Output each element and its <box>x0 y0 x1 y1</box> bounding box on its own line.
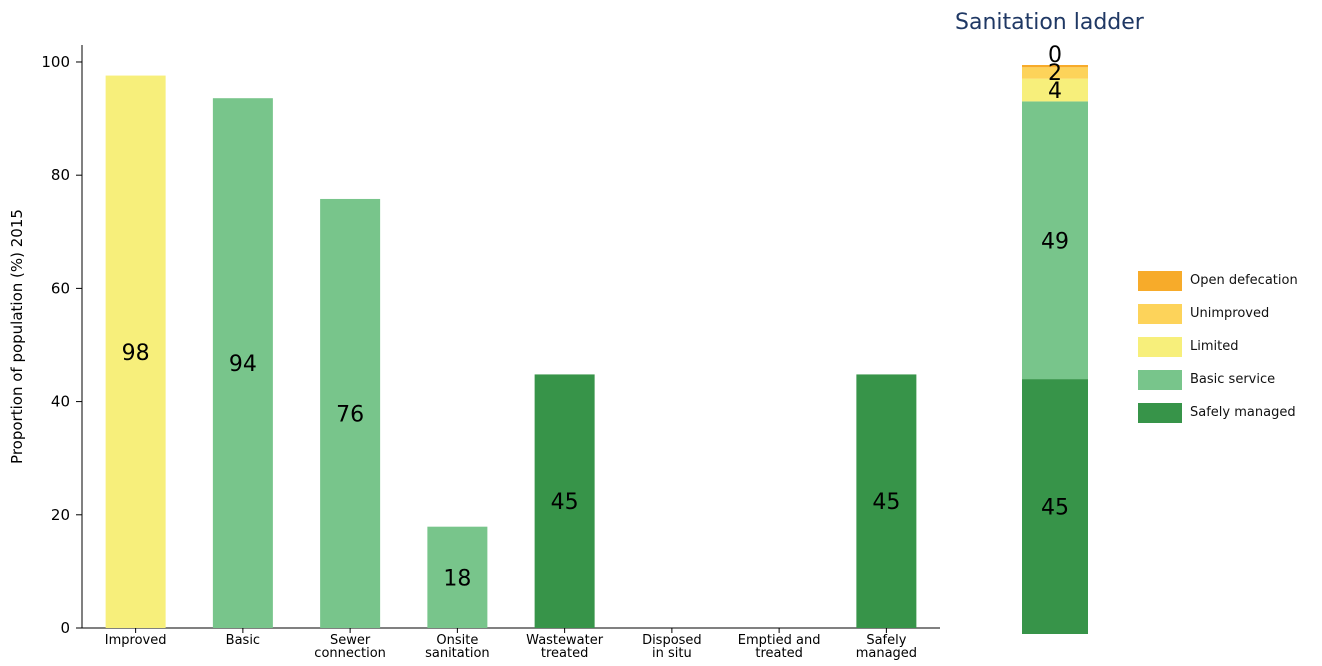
legend-item: Safely managed <box>1138 396 1298 429</box>
ladder-segment <box>1022 78 1088 102</box>
legend: Open defecation Unimproved Limited Basic… <box>1138 264 1298 429</box>
x-tick-label: Basic <box>226 633 260 648</box>
x-tick-label: sanitation <box>425 646 490 661</box>
x-tick-label: treated <box>755 646 802 661</box>
y-tick-label: 40 <box>51 393 70 411</box>
x-tick-label: Safely <box>866 633 906 648</box>
x-tick-label: Improved <box>105 633 167 648</box>
ladder-title: Sanitation ladder <box>955 10 1144 35</box>
x-tick-label: Emptied and <box>738 633 821 648</box>
legend-item: Limited <box>1138 330 1298 363</box>
bar <box>427 526 488 628</box>
bar-value-label: 98 <box>122 341 150 366</box>
bar <box>534 374 595 628</box>
legend-label: Unimproved <box>1190 306 1270 321</box>
ladder-value-label: 4 <box>1048 79 1062 104</box>
y-axis-title: Proportion of population (%) 2015 <box>8 209 26 464</box>
legend-label: Safely managed <box>1190 405 1296 420</box>
y-tick-label: 20 <box>51 506 70 524</box>
bar <box>212 98 273 629</box>
bar-value-label: 76 <box>336 402 364 427</box>
legend-label: Basic service <box>1190 372 1276 387</box>
bar-value-label: 45 <box>872 490 900 515</box>
y-tick-label: 0 <box>60 619 70 637</box>
x-tick-label: treated <box>541 646 588 661</box>
legend-swatch-open-defecation <box>1138 270 1182 291</box>
ladder-segment <box>1022 379 1088 634</box>
ladder-segment <box>1022 67 1088 79</box>
ladder-value-label: 49 <box>1041 229 1069 254</box>
ladder-value-label: 0 <box>1048 43 1062 68</box>
y-tick-label: 100 <box>41 53 70 71</box>
bar <box>856 374 917 628</box>
bar <box>320 198 381 628</box>
bar-value-label: 45 <box>551 490 579 515</box>
x-tick-label: Wastewater <box>526 633 604 648</box>
legend-label: Limited <box>1190 339 1239 354</box>
y-tick-label: 60 <box>51 279 70 297</box>
x-tick-label: managed <box>856 646 917 661</box>
y-tick-label: 80 <box>51 166 70 184</box>
x-tick-label: Onsite <box>436 633 478 648</box>
legend-item: Basic service <box>1138 363 1298 396</box>
legend-swatch-limited <box>1138 336 1182 357</box>
legend-swatch-safely-managed <box>1138 402 1182 423</box>
ladder-value-label: 2 <box>1048 61 1062 86</box>
legend-item: Unimproved <box>1138 297 1298 330</box>
x-tick-label: in situ <box>652 646 692 661</box>
x-tick-label: Sewer <box>330 633 371 648</box>
x-tick-label: connection <box>314 646 386 661</box>
bar-value-label: 94 <box>229 352 257 377</box>
legend-swatch-basic-service <box>1138 369 1182 390</box>
ladder-segment <box>1022 65 1088 68</box>
ladder-value-label: 45 <box>1041 496 1069 521</box>
x-tick-label: Disposed <box>642 633 702 648</box>
ladder-segment <box>1022 101 1088 380</box>
legend-label: Open defecation <box>1190 273 1298 288</box>
legend-item: Open defecation <box>1138 264 1298 297</box>
bar-value-label: 18 <box>443 566 471 591</box>
bar <box>105 75 166 628</box>
legend-swatch-unimproved <box>1138 303 1182 324</box>
